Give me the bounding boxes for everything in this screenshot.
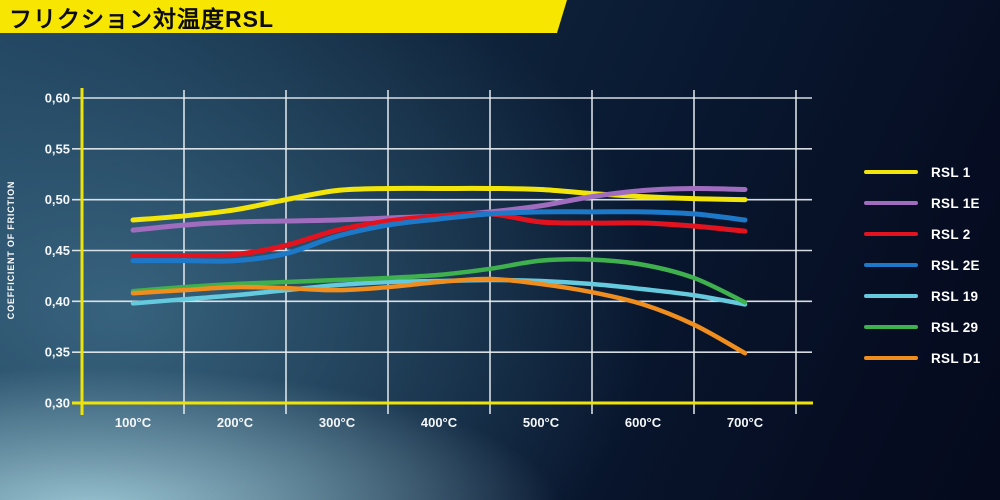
svg-text:200°C: 200°C <box>217 415 254 430</box>
legend-swatch-rsl-1 <box>864 169 918 175</box>
legend-label: RSL 2 <box>931 226 971 242</box>
svg-text:500°C: 500°C <box>523 415 560 430</box>
legend-item-rsl-1: RSL 1 <box>864 160 994 184</box>
legend-label: RSL 1E <box>931 195 980 211</box>
legend-item-rsl-2: RSL 2 <box>864 222 994 246</box>
legend-swatch-rsl-29 <box>864 324 918 330</box>
svg-text:100°C: 100°C <box>115 415 152 430</box>
legend-swatch-rsl-2e <box>864 262 918 268</box>
legend-label: RSL 2E <box>931 257 980 273</box>
legend-item-rsl-29: RSL 29 <box>864 315 994 339</box>
page-title: フリクション対温度RSL <box>9 5 274 32</box>
svg-text:300°C: 300°C <box>319 415 356 430</box>
legend-label: RSL 19 <box>931 288 979 304</box>
svg-text:400°C: 400°C <box>421 415 458 430</box>
svg-text:700°C: 700°C <box>727 415 764 430</box>
legend-item-rsl-2e: RSL 2E <box>864 253 994 277</box>
legend-label: RSL 1 <box>931 164 971 180</box>
svg-text:0,35: 0,35 <box>45 345 70 360</box>
svg-text:0,55: 0,55 <box>45 141 70 156</box>
svg-text:COEFFICIENT OF FRICTION: COEFFICIENT OF FRICTION <box>6 181 16 319</box>
svg-text:600°C: 600°C <box>625 415 662 430</box>
svg-text:0,40: 0,40 <box>45 294 70 309</box>
legend-label: RSL D1 <box>931 350 981 366</box>
legend-label: RSL 29 <box>931 319 979 335</box>
legend-item-rsl-d1: RSL D1 <box>864 346 994 370</box>
legend-swatch-rsl-d1 <box>864 355 918 361</box>
legend-item-rsl-19: RSL 19 <box>864 284 994 308</box>
legend-item-rsl-1e: RSL 1E <box>864 191 994 215</box>
title-bar: フリクション対温度RSL <box>0 0 567 33</box>
svg-text:0,30: 0,30 <box>45 396 70 411</box>
svg-text:0,50: 0,50 <box>45 192 70 207</box>
chart-legend: RSL 1 RSL 1E RSL 2 RSL 2E RSL 19 RSL 29 … <box>864 160 994 377</box>
legend-swatch-rsl-2 <box>864 231 918 237</box>
legend-swatch-rsl-19 <box>864 293 918 299</box>
svg-text:0,45: 0,45 <box>45 243 70 258</box>
svg-text:0,60: 0,60 <box>45 91 70 106</box>
legend-swatch-rsl-1e <box>864 200 918 206</box>
